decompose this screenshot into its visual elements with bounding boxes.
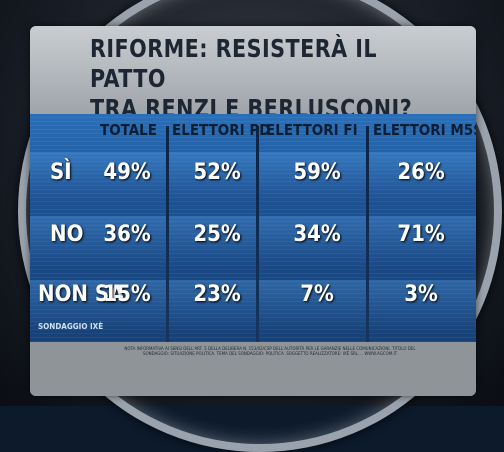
row-band-non-sa xyxy=(30,280,476,334)
poll-panel: RIFORME: RESISTERÀ IL PATTO TRA RENZI E … xyxy=(30,26,476,396)
row-label-no: NO xyxy=(50,222,84,247)
footer-band xyxy=(30,342,476,396)
cell-no-totale: 36% xyxy=(103,222,151,247)
title-line-1: RIFORME: RESISTERÀ IL PATTO xyxy=(90,34,378,93)
cell-nonsa-totale: 15% xyxy=(103,282,151,307)
cell-no-fi: 34% xyxy=(293,222,341,247)
cell-si-totale: 49% xyxy=(103,160,151,185)
column-header-totale: TOTALE xyxy=(100,121,157,139)
column-header-m5s: ELETTORI M5S xyxy=(373,121,476,139)
column-separator xyxy=(366,126,369,346)
row-label-non-sa: NON SA xyxy=(38,282,125,307)
cell-si-pd: 52% xyxy=(193,160,241,185)
title-band xyxy=(30,26,476,118)
column-header-pd: ELETTORI PD xyxy=(172,121,271,139)
cell-si-m5s: 26% xyxy=(397,160,445,185)
cell-nonsa-fi: 7% xyxy=(300,282,334,307)
column-separator xyxy=(166,126,169,346)
cell-no-pd: 25% xyxy=(193,222,241,247)
page-title: RIFORME: RESISTERÀ IL PATTO TRA RENZI E … xyxy=(90,34,430,124)
row-label-si: SÌ xyxy=(50,160,72,185)
column-separator xyxy=(256,126,259,346)
row-band-no xyxy=(30,216,476,270)
results-grid xyxy=(30,114,476,354)
column-header-fi: ELETTORI FI xyxy=(266,121,358,139)
cell-no-m5s: 71% xyxy=(397,222,445,247)
row-band-si xyxy=(30,152,476,206)
cell-si-fi: 59% xyxy=(293,160,341,185)
cell-nonsa-pd: 23% xyxy=(193,282,241,307)
footer-note: NOTA INFORMATIVA AI SENSI DELL'ART. 5 DE… xyxy=(124,346,416,356)
cell-nonsa-m5s: 3% xyxy=(404,282,438,307)
poll-source: SONDAGGIO IXÈ xyxy=(38,322,104,331)
